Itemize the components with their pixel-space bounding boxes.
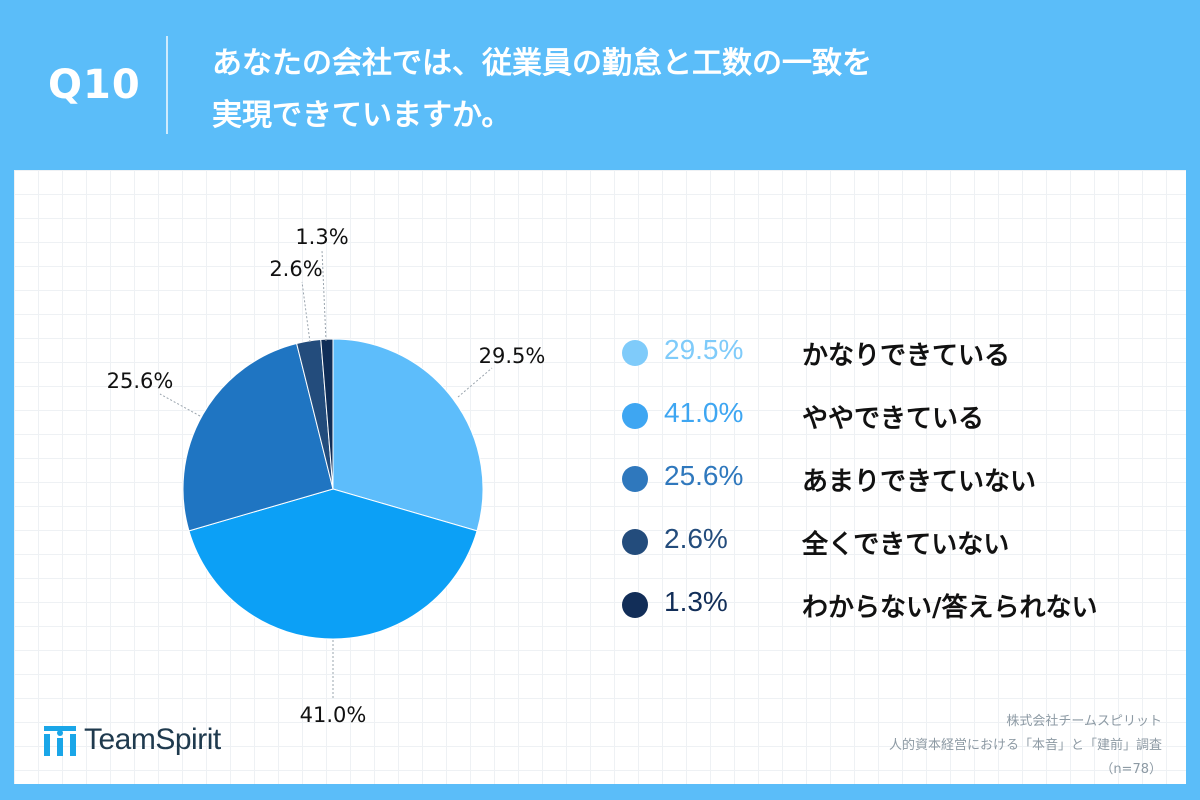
legend-dot-icon (622, 466, 648, 492)
leader-line (159, 393, 201, 417)
legend-label: わからない/答えられない (802, 593, 1098, 623)
legend-dot-icon (622, 592, 648, 618)
question-line-1: あなたの会社では、従業員の勤怠と工数の一致を (212, 46, 872, 81)
legend-label: あまりできていない (802, 467, 1037, 497)
slice-value-label: 2.6% (269, 257, 322, 281)
source-survey: 人的資本経営における「本音」と「建前」調査 (888, 738, 1162, 753)
slice-value-label: 1.3% (295, 225, 348, 249)
source-sample: （n=78） (1100, 762, 1162, 777)
source-company: 株式会社チームスピリット (1006, 714, 1162, 729)
question-number: Q10 (48, 62, 141, 108)
legend-label: 全くできていない (802, 530, 1010, 560)
legend-label: ややできている (802, 404, 985, 434)
brand-name: TeamSpirit (84, 723, 221, 756)
legend-dot-icon (622, 340, 648, 366)
header-divider (166, 36, 168, 134)
pie-slice (332, 338, 484, 532)
legend-percent: 41.0% (664, 397, 744, 428)
teamspirit-logo-icon (44, 726, 76, 756)
pie-slice (182, 342, 334, 532)
pie-slice (188, 488, 478, 640)
legend-dot-icon (622, 403, 648, 429)
question-text: あなたの会社では、従業員の勤怠と工数の一致を 実現できていますか。 (212, 38, 872, 142)
legend-percent: 1.3% (664, 586, 728, 617)
leader-line (321, 249, 327, 342)
legend-label: かなりできている (802, 341, 1011, 371)
legend-dot-icon (622, 529, 648, 555)
legend-percent: 2.6% (664, 523, 728, 554)
legend-percent: 29.5% (664, 334, 744, 365)
leader-line (301, 281, 311, 343)
slice-value-label: 25.6% (107, 369, 174, 393)
slice-value-label: 29.5% (479, 344, 546, 368)
question-line-2: 実現できていますか。 (212, 98, 512, 133)
leader-line (457, 367, 493, 398)
header: Q10 あなたの会社では、従業員の勤怠と工数の一致を 実現できていますか。 (0, 0, 1200, 170)
source-note: 株式会社チームスピリット 人的資本経営における「本音」と「建前」調査 （n=78… (889, 710, 1162, 782)
slice-value-label: 41.0% (300, 703, 367, 727)
legend-percent: 25.6% (664, 460, 744, 491)
pie-slice (320, 338, 334, 490)
